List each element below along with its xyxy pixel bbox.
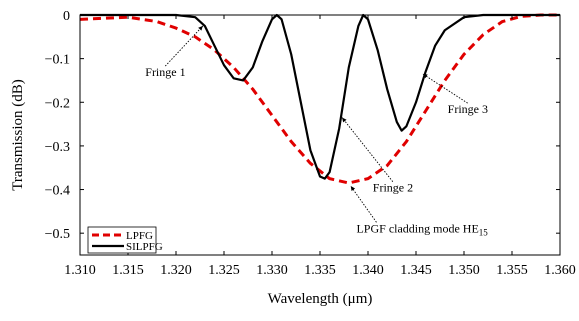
x-tick-label: 1.325 bbox=[208, 263, 240, 278]
x-tick-label: 1.345 bbox=[400, 263, 432, 278]
annotation-label: Fringe 2 bbox=[373, 181, 413, 195]
x-tick-label: 1.310 bbox=[64, 263, 96, 278]
x-tick-label: 1.360 bbox=[544, 263, 576, 278]
plot-frame bbox=[79, 14, 561, 256]
annotation-leader bbox=[341, 117, 394, 183]
annotation-arrowhead bbox=[422, 73, 428, 79]
y-tick-label: −0.3 bbox=[45, 140, 70, 155]
annotation-arrowhead bbox=[342, 117, 347, 123]
y-axis-title: Transmission (dB) bbox=[10, 79, 26, 191]
y-tick-label: −0.4 bbox=[45, 184, 70, 199]
y-tick-label: −0.2 bbox=[45, 96, 70, 111]
series-line-silpfg bbox=[80, 13, 560, 180]
annotation-4: LPGF cladding mode HE15 bbox=[350, 185, 488, 237]
y-tick-label: −0.1 bbox=[45, 53, 70, 68]
legend-label-silpfg: SILPFG bbox=[126, 241, 163, 253]
annotation-subscript: 15 bbox=[479, 227, 489, 237]
annotation-label: LPGF cladding mode HE15 bbox=[356, 221, 488, 237]
annotation-label: Fringe 3 bbox=[448, 102, 488, 116]
ticks: 1.310 1.315 1.320 1.325 1.330 1.335 1.340 1.345… bbox=[45, 9, 576, 278]
annotation-2: Fringe 2 bbox=[341, 117, 413, 195]
series-line-lpfg bbox=[80, 13, 560, 185]
y-tick-label: −0.5 bbox=[45, 227, 70, 242]
legend-label-lpfg: LPFG bbox=[126, 230, 153, 242]
annotation-label: Fringe 1 bbox=[145, 65, 185, 79]
annotation-leader bbox=[350, 185, 377, 223]
x-tick-label: 1.350 bbox=[448, 263, 480, 278]
x-tick-label: 1.335 bbox=[304, 263, 336, 278]
x-tick-label: 1.330 bbox=[256, 263, 288, 278]
annotations: Fringe 1 Fringe 2 Fringe 3 LPGF cladding mo… bbox=[145, 25, 488, 237]
annotation-arrowhead bbox=[198, 25, 203, 31]
annotation-arrowhead bbox=[350, 186, 356, 191]
legend-box bbox=[87, 226, 157, 254]
annotation-1: Fringe 1 bbox=[145, 25, 204, 79]
x-tick-label: 1.315 bbox=[112, 263, 144, 278]
annotation-3: Fringe 3 bbox=[422, 73, 488, 116]
y-tick-label: 0 bbox=[63, 9, 70, 24]
x-tick-label: 1.355 bbox=[496, 263, 528, 278]
legend: LPFG SILPFG bbox=[87, 226, 163, 254]
x-axis-title: Wavelength (μm) bbox=[268, 291, 373, 307]
x-tick-label: 1.340 bbox=[352, 263, 384, 278]
x-tick-label: 1.320 bbox=[160, 263, 192, 278]
annotation-leader bbox=[164, 25, 204, 67]
plot-area bbox=[80, 13, 560, 185]
